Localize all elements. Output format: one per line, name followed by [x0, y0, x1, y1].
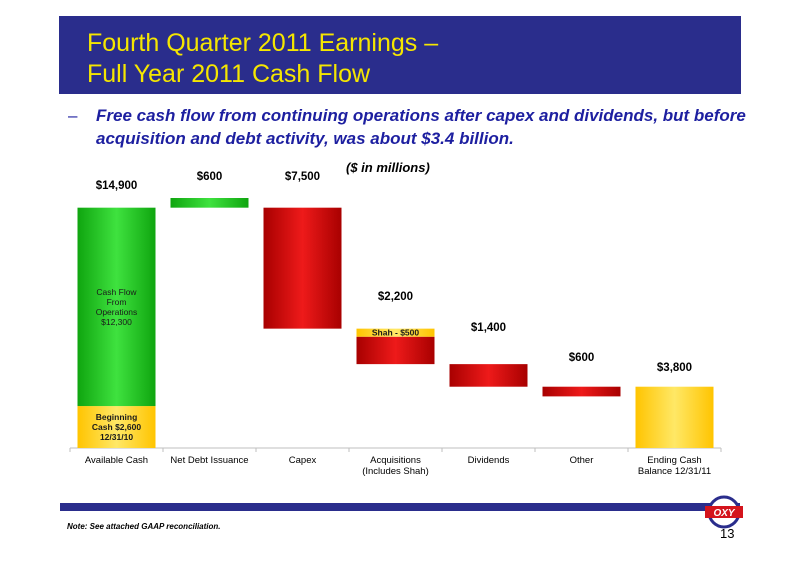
logo-text: OXY	[713, 508, 735, 519]
category-label: Other	[570, 455, 594, 466]
category-label: Capex	[289, 455, 317, 466]
category-label: Dividends	[468, 455, 510, 466]
bar-6-segment-1	[542, 386, 621, 397]
value-label: $1,400	[471, 322, 506, 334]
category-label: Ending Cash	[647, 455, 701, 466]
segment-label: From	[107, 297, 127, 307]
bar-7-segment-1	[635, 386, 714, 448]
category-label: Acquisitions	[370, 455, 421, 466]
slide-title-line-1: Fourth Quarter 2011 Earnings –	[87, 29, 439, 57]
category-label: Balance 12/31/11	[638, 466, 711, 477]
slide-title-line-2: Full Year 2011 Cash Flow	[87, 60, 371, 88]
value-label: $7,500	[285, 171, 320, 183]
title-banner: Fourth Quarter 2011 Earnings – Full Year…	[59, 16, 741, 94]
bar-5-segment-1	[449, 364, 528, 387]
bar-3-segment-1	[263, 207, 342, 329]
units-label: ($ in millions)	[346, 160, 430, 175]
bullet-text: Free cash flow from continuing operation…	[96, 106, 746, 148]
oxy-logo: OXY	[705, 495, 743, 529]
footnote: Note: See attached GAAP reconciliation.	[67, 522, 221, 531]
bar-1-segment-1	[77, 406, 156, 448]
segment-label: Cash Flow	[96, 287, 137, 297]
segment-label: Operations	[96, 307, 138, 317]
value-label: $2,200	[378, 291, 413, 303]
bar-1-segment-2	[77, 207, 156, 407]
segment-label: Beginning	[96, 412, 138, 422]
segment-label: Shah - $500	[372, 328, 420, 338]
bar-2-segment-1	[170, 198, 249, 208]
segment-label: $12,300	[101, 317, 132, 327]
bullet-dash: –	[68, 106, 78, 125]
category-label: Available Cash	[85, 455, 148, 466]
category-label: Net Debt Issuance	[170, 455, 248, 466]
value-label: $600	[569, 352, 595, 364]
bar-4-segment-2	[356, 328, 435, 337]
footer-band	[60, 503, 740, 511]
category-label: (Includes Shah)	[362, 466, 429, 477]
bar-4-segment-1	[356, 336, 435, 365]
segment-label: 12/31/10	[100, 432, 133, 442]
value-label: $600	[197, 171, 223, 183]
value-label: $14,900	[96, 180, 138, 192]
segment-label: Cash $2,600	[92, 422, 141, 432]
value-label: $3,800	[657, 362, 692, 374]
page-number: 13	[720, 526, 735, 541]
